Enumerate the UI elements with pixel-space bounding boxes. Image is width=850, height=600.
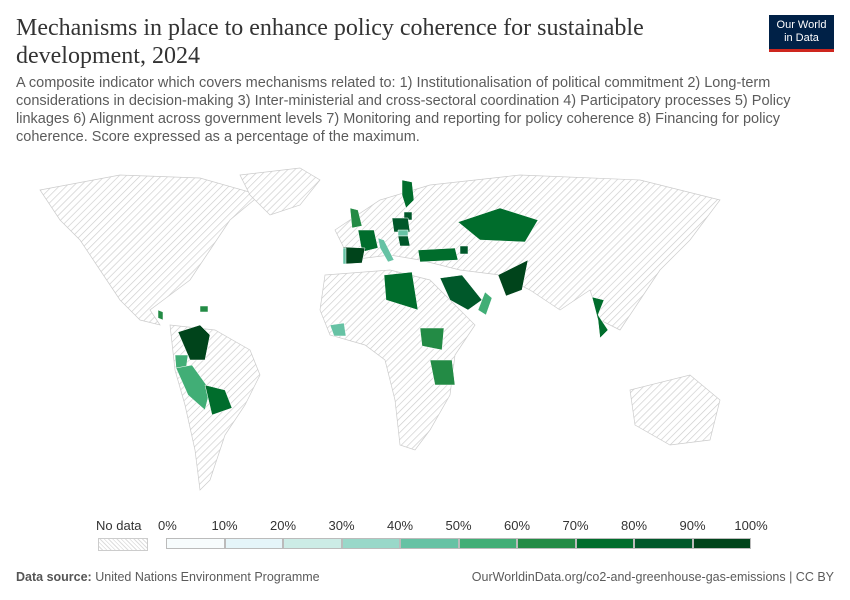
- africa: [319, 269, 476, 451]
- country-south-sudan[interactable]: [419, 327, 445, 351]
- country-united-kingdom[interactable]: [349, 207, 363, 229]
- legend-no-data-swatch: [98, 538, 148, 551]
- chart-subtitle: A composite indicator which covers mecha…: [16, 75, 791, 145]
- legend-tick: 30%: [328, 518, 355, 533]
- world-map: [39, 167, 721, 491]
- legend-tick: 50%: [445, 518, 472, 533]
- legend-bin[interactable]: [341, 538, 400, 549]
- country-libya[interactable]: [383, 271, 419, 311]
- country-france[interactable]: [357, 229, 379, 253]
- country-kazakhstan[interactable]: [457, 207, 539, 243]
- country-finland[interactable]: [401, 179, 415, 209]
- data-source: Data source: United Nations Environment …: [16, 570, 320, 584]
- country-italy[interactable]: [377, 237, 395, 263]
- country-portugal[interactable]: [342, 247, 347, 265]
- legend-bin[interactable]: [166, 538, 225, 549]
- country-pakistan[interactable]: [497, 259, 529, 297]
- country-peru[interactable]: [175, 364, 211, 411]
- owid-logo[interactable]: Our World in Data: [769, 15, 834, 52]
- legend-tick: 10%: [211, 518, 238, 533]
- source-url[interactable]: OurWorldinData.org/co2-and-greenhouse-ga…: [471, 570, 834, 584]
- country-costa-rica[interactable]: [157, 309, 164, 321]
- legend-bin[interactable]: [400, 538, 459, 549]
- country-tanzania[interactable]: [429, 359, 456, 386]
- legend-tick: 40%: [386, 518, 414, 533]
- north-america: [39, 174, 261, 326]
- legend-bin[interactable]: [692, 538, 751, 549]
- country-saudi-arabia[interactable]: [439, 274, 483, 311]
- legend-tick: 0%: [158, 518, 177, 533]
- legend-bin[interactable]: [634, 538, 693, 549]
- country-poland[interactable]: [391, 217, 411, 233]
- country-turkey[interactable]: [417, 247, 459, 263]
- legend-tick: 100%: [734, 518, 768, 533]
- country-oman[interactable]: [477, 291, 493, 316]
- country-sierra-leone[interactable]: [329, 322, 347, 337]
- legend-tick: 80%: [620, 518, 648, 533]
- country-azerbaijan[interactable]: [459, 245, 469, 255]
- country-vietnam[interactable]: [591, 296, 609, 339]
- legend-bin[interactable]: [283, 538, 342, 549]
- legend-tick: 90%: [679, 518, 706, 533]
- legend-tick: 70%: [562, 518, 589, 533]
- legend-bin[interactable]: [458, 538, 517, 549]
- chart-title: Mechanisms in place to enhance policy co…: [16, 15, 644, 69]
- country-dominican-republic[interactable]: [199, 305, 209, 313]
- country-spain[interactable]: [342, 246, 366, 265]
- legend-tick: 60%: [503, 518, 531, 533]
- legend-no-data-label: No data: [96, 518, 142, 533]
- greenland: [239, 167, 321, 216]
- country-hungary[interactable]: [397, 229, 409, 237]
- australia: [629, 374, 721, 446]
- legend-tick: 20%: [269, 518, 297, 533]
- legend-bin[interactable]: [575, 538, 634, 549]
- country-serbia[interactable]: [397, 235, 411, 247]
- country-bolivia[interactable]: [204, 384, 233, 416]
- legend-bin[interactable]: [517, 538, 576, 549]
- legend-bin[interactable]: [224, 538, 283, 549]
